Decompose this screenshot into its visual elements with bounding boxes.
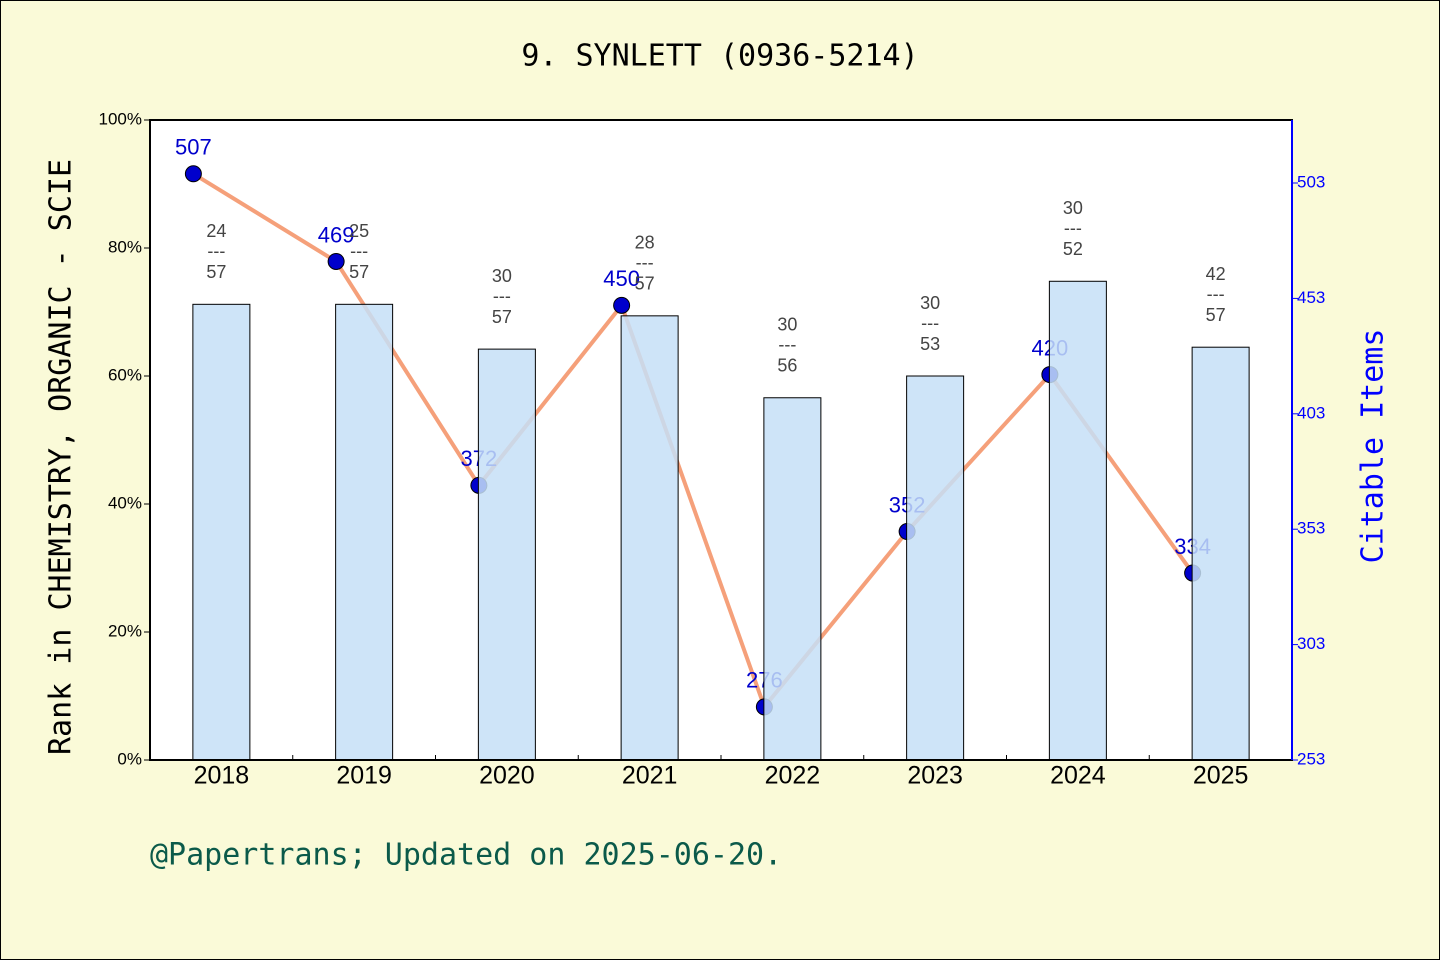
y2-tick-label: 303 (1297, 634, 1325, 653)
point (184, 165, 202, 183)
bar (620, 315, 679, 761)
rank-separator: --- (1064, 218, 1082, 238)
x-tick-label: 2019 (336, 762, 392, 790)
rank-label: 42 (1206, 264, 1226, 284)
value-label: 507 (175, 135, 212, 160)
y2-tick-label: 253 (1297, 749, 1325, 768)
y2-axis-label: Citable Items (1356, 329, 1391, 564)
y-tick-label: 80% (108, 237, 142, 256)
point (613, 296, 631, 314)
y-tick-label: 0% (117, 749, 142, 768)
bar (335, 303, 394, 761)
line (192, 172, 1195, 711)
footer: @Papertrans; Updated on 2025-06-20. (150, 838, 782, 873)
total-label: 52 (1063, 239, 1083, 259)
y-tick-label: 40% (108, 493, 142, 512)
total-label: 57 (492, 307, 512, 327)
point (327, 252, 345, 270)
y2-tick-label: 403 (1297, 403, 1325, 422)
rank-separator: --- (207, 241, 225, 261)
rank-label: 25 (349, 221, 369, 241)
y2-tick-label: 353 (1297, 519, 1325, 538)
rank-separator: --- (778, 335, 796, 355)
rank-label: 28 (635, 233, 655, 253)
y2-tick-label: 453 (1297, 288, 1325, 307)
x-tick-label: 2025 (1193, 762, 1249, 790)
total-label: 57 (349, 262, 369, 282)
y2-tick-label: 503 (1297, 172, 1325, 191)
bar (763, 397, 822, 761)
rank-label: 30 (1063, 198, 1083, 218)
total-label: 56 (777, 356, 797, 376)
bar (1191, 346, 1250, 761)
x-tick-label: 2024 (1050, 762, 1106, 790)
rank-label: 24 (206, 221, 226, 241)
rank-separator: --- (1207, 284, 1225, 304)
bar (906, 375, 965, 761)
x-tick-label: 2022 (765, 762, 821, 790)
rank-label: 30 (492, 266, 512, 286)
rank-label: 30 (777, 315, 797, 335)
plot-area (150, 120, 1292, 760)
y-axis-label: Rank in CHEMISTRY, ORGANIC - SCIE (44, 159, 79, 755)
x-tick-label: 2023 (907, 762, 963, 790)
y-tick-label: 60% (108, 365, 142, 384)
total-label: 57 (635, 274, 655, 294)
rank-separator: --- (921, 313, 939, 333)
x-tick-label: 2018 (194, 762, 250, 790)
total-label: 53 (920, 334, 940, 354)
bar (477, 348, 536, 761)
rank-separator: --- (493, 286, 511, 306)
value-label: 450 (603, 266, 640, 291)
bar (192, 303, 251, 761)
chart-title: 9. SYNLETT (0936-5214) (521, 39, 918, 74)
y-tick-label: 100% (99, 109, 142, 128)
x-tick-label: 2020 (479, 762, 535, 790)
x-tick-label: 2021 (622, 762, 678, 790)
rank-label: 30 (920, 293, 940, 313)
y-tick-label: 20% (108, 621, 142, 640)
total-label: 57 (1206, 305, 1226, 325)
total-label: 57 (206, 262, 226, 282)
rank-separator: --- (350, 241, 368, 261)
bar (1048, 280, 1107, 761)
rank-separator: --- (636, 253, 654, 273)
value-label: 469 (318, 222, 355, 247)
